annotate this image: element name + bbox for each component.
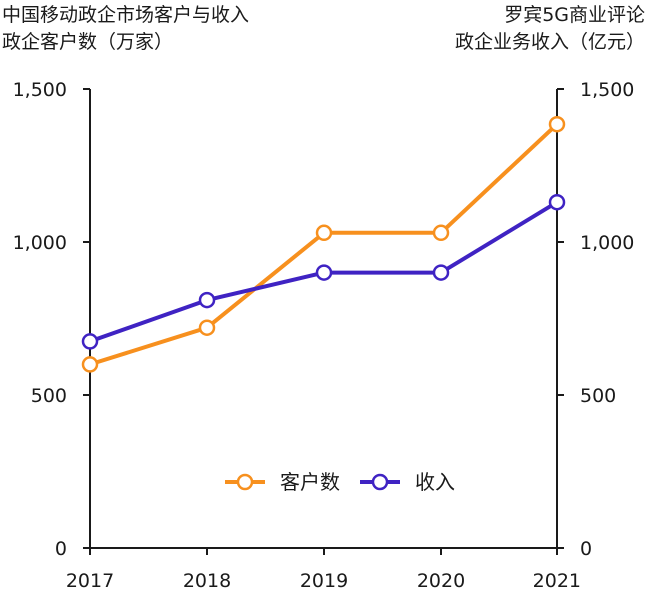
legend-label: 收入 bbox=[415, 470, 455, 494]
data-point bbox=[81, 333, 99, 350]
data-point bbox=[315, 264, 333, 281]
left-axis-label: 政企客户数（万家） bbox=[2, 31, 174, 53]
right-y-tick-label: 500 bbox=[580, 385, 616, 407]
right-y-tick-label: 1,500 bbox=[580, 79, 634, 101]
data-point bbox=[548, 115, 566, 133]
chart-title: 中国移动政企市场客户与收入 bbox=[2, 4, 250, 26]
data-point bbox=[315, 224, 333, 242]
left-y-tick-label: 1,500 bbox=[13, 79, 67, 101]
x-tick-label: 2017 bbox=[66, 570, 114, 592]
right-axis-label: 政企业务收入（亿元） bbox=[454, 31, 645, 53]
data-point bbox=[81, 356, 99, 373]
right-y-tick-label: 0 bbox=[580, 538, 592, 560]
axes: 0 500 1,000 1,500 0 500 1,000 1,500 2017 2018 2019… bbox=[13, 79, 635, 592]
legend-marker bbox=[236, 473, 254, 491]
data-point bbox=[432, 264, 450, 281]
left-axis-title: 中国移动政企市场客户与收入 政企客户数（万家） bbox=[2, 2, 249, 56]
right-axis-title: 罗宾5G商业评论 政企业务收入（亿元） bbox=[455, 2, 645, 56]
series-customers bbox=[81, 115, 566, 373]
data-point bbox=[548, 193, 566, 211]
data-point bbox=[432, 224, 450, 242]
series-lines bbox=[81, 115, 566, 373]
left-y-tick-label: 1,000 bbox=[13, 232, 67, 254]
x-tick-label: 2021 bbox=[533, 570, 581, 592]
legend-item: 客户数 bbox=[225, 470, 340, 494]
left-y-tick-label: 0 bbox=[55, 538, 67, 560]
legend: 客户数 收入 bbox=[225, 470, 455, 494]
data-point bbox=[198, 291, 216, 309]
x-tick-label: 2018 bbox=[183, 570, 231, 592]
right-y-tick-label: 1,000 bbox=[580, 232, 634, 254]
legend-label: 客户数 bbox=[280, 470, 340, 494]
legend-item: 收入 bbox=[360, 470, 455, 494]
legend-marker bbox=[371, 473, 389, 491]
source-label: 罗宾5G商业评论 bbox=[504, 4, 645, 26]
x-tick-label: 2019 bbox=[300, 570, 348, 592]
x-tick-label: 2020 bbox=[417, 570, 465, 592]
data-point bbox=[198, 319, 216, 336]
series-revenue bbox=[81, 193, 566, 350]
left-y-tick-label: 500 bbox=[31, 385, 67, 407]
